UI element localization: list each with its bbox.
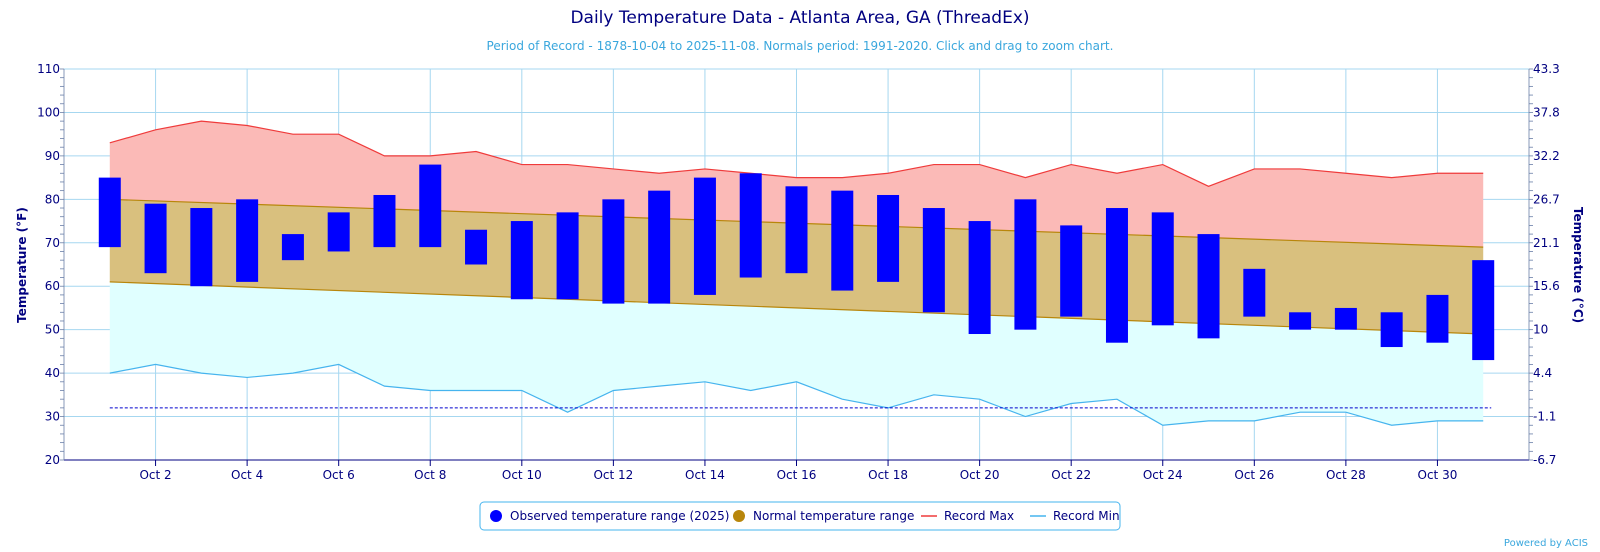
x-tick-label: Oct 20 (960, 468, 1000, 482)
x-tick-label: Oct 16 (777, 468, 817, 482)
y-axis-title-left: Temperature (°F) (15, 207, 29, 323)
observed-bar[interactable] (236, 199, 259, 282)
observed-bar[interactable] (190, 208, 213, 287)
legend-label-observed: Observed temperature range (2025) (510, 509, 729, 523)
observed-bar[interactable] (465, 229, 488, 265)
observed-bar[interactable] (785, 186, 808, 274)
x-tick-label: Oct 8 (414, 468, 446, 482)
observed-bar[interactable] (877, 194, 900, 282)
x-tick-label: Oct 6 (323, 468, 355, 482)
observed-bar[interactable] (327, 212, 350, 252)
y-tick-label-left: 40 (45, 366, 60, 380)
x-tick-label: Oct 30 (1418, 468, 1458, 482)
legend-label-normal: Normal temperature range (753, 509, 914, 523)
y-tick-label-left: 100 (37, 105, 60, 119)
record-min-line (109, 363, 1484, 426)
y-tick-label-right: -1.1 (1533, 410, 1556, 424)
observed-bar[interactable] (98, 177, 121, 248)
y-axis-title-right: Temperature (°C) (1571, 207, 1585, 323)
observed-bar[interactable] (1472, 260, 1495, 361)
legend-marker-normal (733, 510, 745, 522)
observed-bar[interactable] (1426, 294, 1449, 343)
observed-bar[interactable] (922, 208, 945, 313)
legend-item-record-max[interactable]: Record Max (921, 509, 1014, 523)
legend-label-record-max: Record Max (944, 509, 1014, 523)
credit-link[interactable]: Powered by ACIS (1504, 538, 1588, 549)
observed-bar[interactable] (281, 234, 304, 261)
observed-bar[interactable] (1289, 312, 1312, 330)
observed-bar[interactable] (419, 164, 442, 248)
observed-bar[interactable] (602, 199, 625, 304)
y-tick-label-right: 10 (1533, 323, 1548, 337)
record-min-band (109, 281, 1484, 426)
x-tick-label: Oct 12 (593, 468, 633, 482)
legend-item-record-min[interactable]: Record Min (1030, 509, 1120, 523)
chart-subtitle: Period of Record - 1878-10-04 to 2025-11… (487, 39, 1114, 53)
observed-bar[interactable] (1151, 212, 1174, 326)
y-tick-label-right: 32.2 (1533, 149, 1560, 163)
y-tick-label-right: 15.6 (1533, 279, 1560, 293)
observed-bar[interactable] (739, 173, 762, 278)
y-tick-label-left: 20 (45, 453, 60, 467)
observed-bar[interactable] (144, 203, 167, 274)
chart-title: Daily Temperature Data - Atlanta Area, G… (570, 8, 1029, 28)
observed-bar[interactable] (648, 190, 671, 304)
x-tick-label: Oct 18 (868, 468, 908, 482)
observed-bar[interactable] (1380, 312, 1403, 348)
observed-bar[interactable] (510, 221, 533, 300)
observed-bar[interactable] (968, 221, 991, 335)
y-tick-label-left: 50 (45, 323, 60, 337)
observed-bar[interactable] (693, 177, 716, 295)
x-tick-label: Oct 28 (1326, 468, 1366, 482)
observed-bar[interactable] (1060, 225, 1083, 317)
observed-bars[interactable] (98, 164, 1495, 361)
observed-bar[interactable] (1334, 307, 1357, 330)
y-tick-label-right: -6.7 (1533, 453, 1556, 467)
legend-label-record-min: Record Min (1053, 509, 1120, 523)
observed-bar[interactable] (1243, 268, 1266, 317)
observed-bar[interactable] (1014, 199, 1037, 330)
y-tick-label-right: 37.8 (1533, 105, 1560, 119)
normal-low-line (109, 281, 1484, 335)
y-tick-label-left: 60 (45, 279, 60, 293)
x-tick-label: Oct 14 (685, 468, 725, 482)
legend-marker-observed (490, 510, 502, 522)
observed-bar[interactable] (1197, 234, 1220, 339)
y-tick-label-right: 43.3 (1533, 62, 1560, 76)
y-tick-label-left: 80 (45, 192, 60, 206)
y-tick-label-left: 90 (45, 149, 60, 163)
y-tick-label-left: 30 (45, 410, 60, 424)
axes: 20 -6.7 30 -1.1 40 4.4 50 10 60 15.6 70 21.1 80 26.7 9… (37, 62, 1560, 482)
y-tick-label-left: 70 (45, 236, 60, 250)
x-tick-label: Oct 24 (1143, 468, 1183, 482)
record-max-band (109, 121, 1484, 248)
x-tick-label: Oct 2 (139, 468, 171, 482)
observed-bar[interactable] (831, 190, 854, 291)
legend-box (479, 501, 1121, 531)
observed-bar[interactable] (1105, 208, 1128, 343)
y-tick-label-left: 110 (37, 62, 60, 76)
legend-item-observed[interactable]: Observed temperature range (2025) (490, 509, 729, 523)
y-tick-label-right: 26.7 (1533, 192, 1560, 206)
observed-bar[interactable] (373, 194, 396, 248)
y-tick-label-right: 4.4 (1533, 366, 1552, 380)
record-max-line (109, 120, 1484, 187)
observed-bar[interactable] (556, 212, 579, 300)
x-tick-label: Oct 10 (502, 468, 542, 482)
x-tick-label: Oct 22 (1051, 468, 1091, 482)
x-tick-label: Oct 4 (231, 468, 263, 482)
legend-item-normal[interactable]: Normal temperature range (733, 509, 914, 523)
x-tick-label: Oct 26 (1234, 468, 1274, 482)
legend: Observed temperature range (2025) Normal… (479, 501, 1121, 531)
y-tick-label-right: 21.1 (1533, 236, 1560, 250)
